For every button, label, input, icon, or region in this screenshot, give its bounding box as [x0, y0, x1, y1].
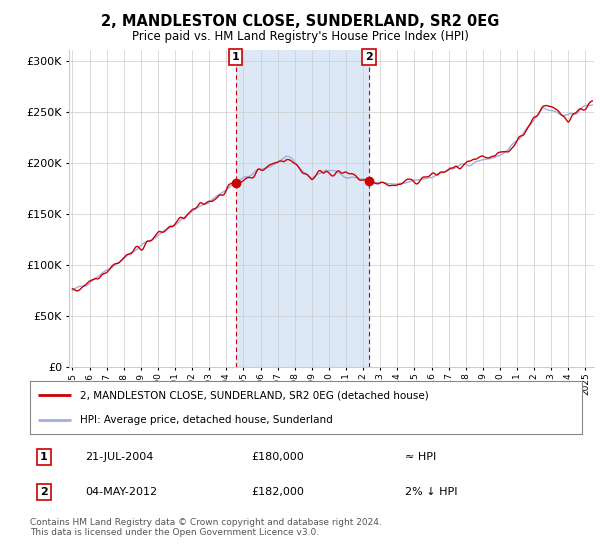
Text: 2: 2 — [365, 52, 373, 62]
Text: 1: 1 — [40, 452, 47, 462]
Text: £182,000: £182,000 — [251, 487, 304, 497]
Text: ≈ HPI: ≈ HPI — [406, 452, 437, 462]
Text: 2: 2 — [40, 487, 47, 497]
Text: 1: 1 — [232, 52, 239, 62]
Bar — [236, 50, 369, 367]
Text: 2% ↓ HPI: 2% ↓ HPI — [406, 487, 458, 497]
Text: £180,000: £180,000 — [251, 452, 304, 462]
Text: 21-JUL-2004: 21-JUL-2004 — [85, 452, 154, 462]
Text: 04-MAY-2012: 04-MAY-2012 — [85, 487, 157, 497]
Text: 2, MANDLESTON CLOSE, SUNDERLAND, SR2 0EG: 2, MANDLESTON CLOSE, SUNDERLAND, SR2 0EG — [101, 14, 499, 29]
Text: Contains HM Land Registry data © Crown copyright and database right 2024.
This d: Contains HM Land Registry data © Crown c… — [30, 518, 382, 538]
Text: HPI: Average price, detached house, Sunderland: HPI: Average price, detached house, Sund… — [80, 414, 332, 424]
Text: 2, MANDLESTON CLOSE, SUNDERLAND, SR2 0EG (detached house): 2, MANDLESTON CLOSE, SUNDERLAND, SR2 0EG… — [80, 390, 428, 400]
Text: Price paid vs. HM Land Registry's House Price Index (HPI): Price paid vs. HM Land Registry's House … — [131, 30, 469, 43]
